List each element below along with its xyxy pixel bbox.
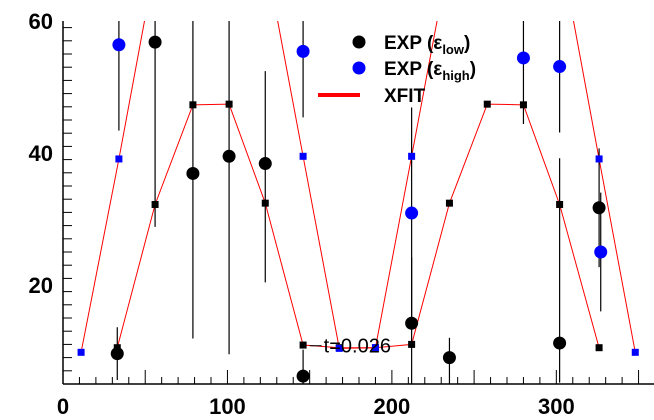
point-xfit_high-5	[408, 152, 416, 160]
data-markers	[77, 35, 639, 383]
x-tick-label-0: 0	[57, 394, 69, 419]
point-exp_low-2	[186, 166, 200, 180]
point-xfit_high-7	[631, 348, 639, 356]
point-xfit_high-1	[115, 155, 123, 163]
plot-area	[77, 21, 639, 384]
point-xfit_low-0	[113, 344, 121, 352]
legend-label-xfit: XFIT	[384, 86, 426, 107]
annotation: t=0.026	[309, 336, 391, 358]
point-xfit_high-3	[335, 344, 343, 352]
legend-label-exp_high: EXP (εhigh)	[384, 59, 476, 83]
point-exp_high-2	[405, 206, 419, 220]
point-exp_high-0	[112, 38, 126, 52]
point-xfit_low-11	[519, 101, 527, 109]
legend: EXP (εlow)EXP (εhigh) XFIT	[318, 33, 476, 107]
point-xfit_low-13	[595, 344, 603, 352]
legend-label-exp_low: EXP (εlow)	[384, 33, 470, 57]
point-exp_low-9	[592, 201, 606, 215]
point-xfit_low-12	[556, 200, 564, 208]
point-exp_low-8	[553, 336, 567, 350]
legend-swatch-exp_high	[352, 61, 366, 75]
tick-labels: 20 40 60 0 100 200 300	[29, 9, 575, 419]
point-xfit_low-9	[445, 199, 453, 207]
point-exp_low-5	[296, 369, 310, 383]
point-exp_high-3	[516, 51, 530, 65]
point-exp_low-6	[405, 316, 419, 330]
point-exp_high-1	[296, 44, 310, 58]
annotation-text: t=0.026	[324, 336, 391, 358]
point-exp_low-7	[442, 351, 456, 365]
legend-swatch-exp_low	[352, 35, 366, 49]
y-tick-label-40: 40	[29, 141, 53, 166]
x-tick-label-200: 200	[374, 394, 411, 419]
xfit-lines	[80, 21, 636, 353]
x-tick-label-100: 100	[209, 394, 246, 419]
point-xfit_high-0	[77, 348, 85, 356]
axes	[62, 21, 654, 385]
y-tick-label-60: 60	[29, 9, 53, 34]
point-xfit_low-5	[299, 341, 307, 349]
point-exp_low-4	[258, 157, 272, 171]
point-xfit_low-1	[151, 200, 159, 208]
y-tick-label-20: 20	[29, 273, 53, 298]
fit-line-xfit_high	[80, 21, 636, 353]
point-xfit_high-2	[299, 152, 307, 160]
point-xfit_high-6	[595, 155, 603, 163]
point-exp_high-5	[594, 245, 608, 259]
fit-line-xfit_low	[116, 103, 600, 349]
point-xfit_low-10	[483, 100, 491, 108]
point-xfit_low-8	[408, 340, 416, 348]
point-exp_high-4	[553, 60, 567, 74]
x-tick-label-300: 300	[538, 394, 575, 419]
point-xfit_high-4	[371, 344, 379, 352]
point-exp_low-3	[222, 149, 236, 163]
point-xfit_low-2	[189, 101, 197, 109]
point-exp_low-1	[148, 35, 162, 49]
point-xfit_low-3	[225, 100, 233, 108]
point-xfit_low-4	[261, 199, 269, 207]
